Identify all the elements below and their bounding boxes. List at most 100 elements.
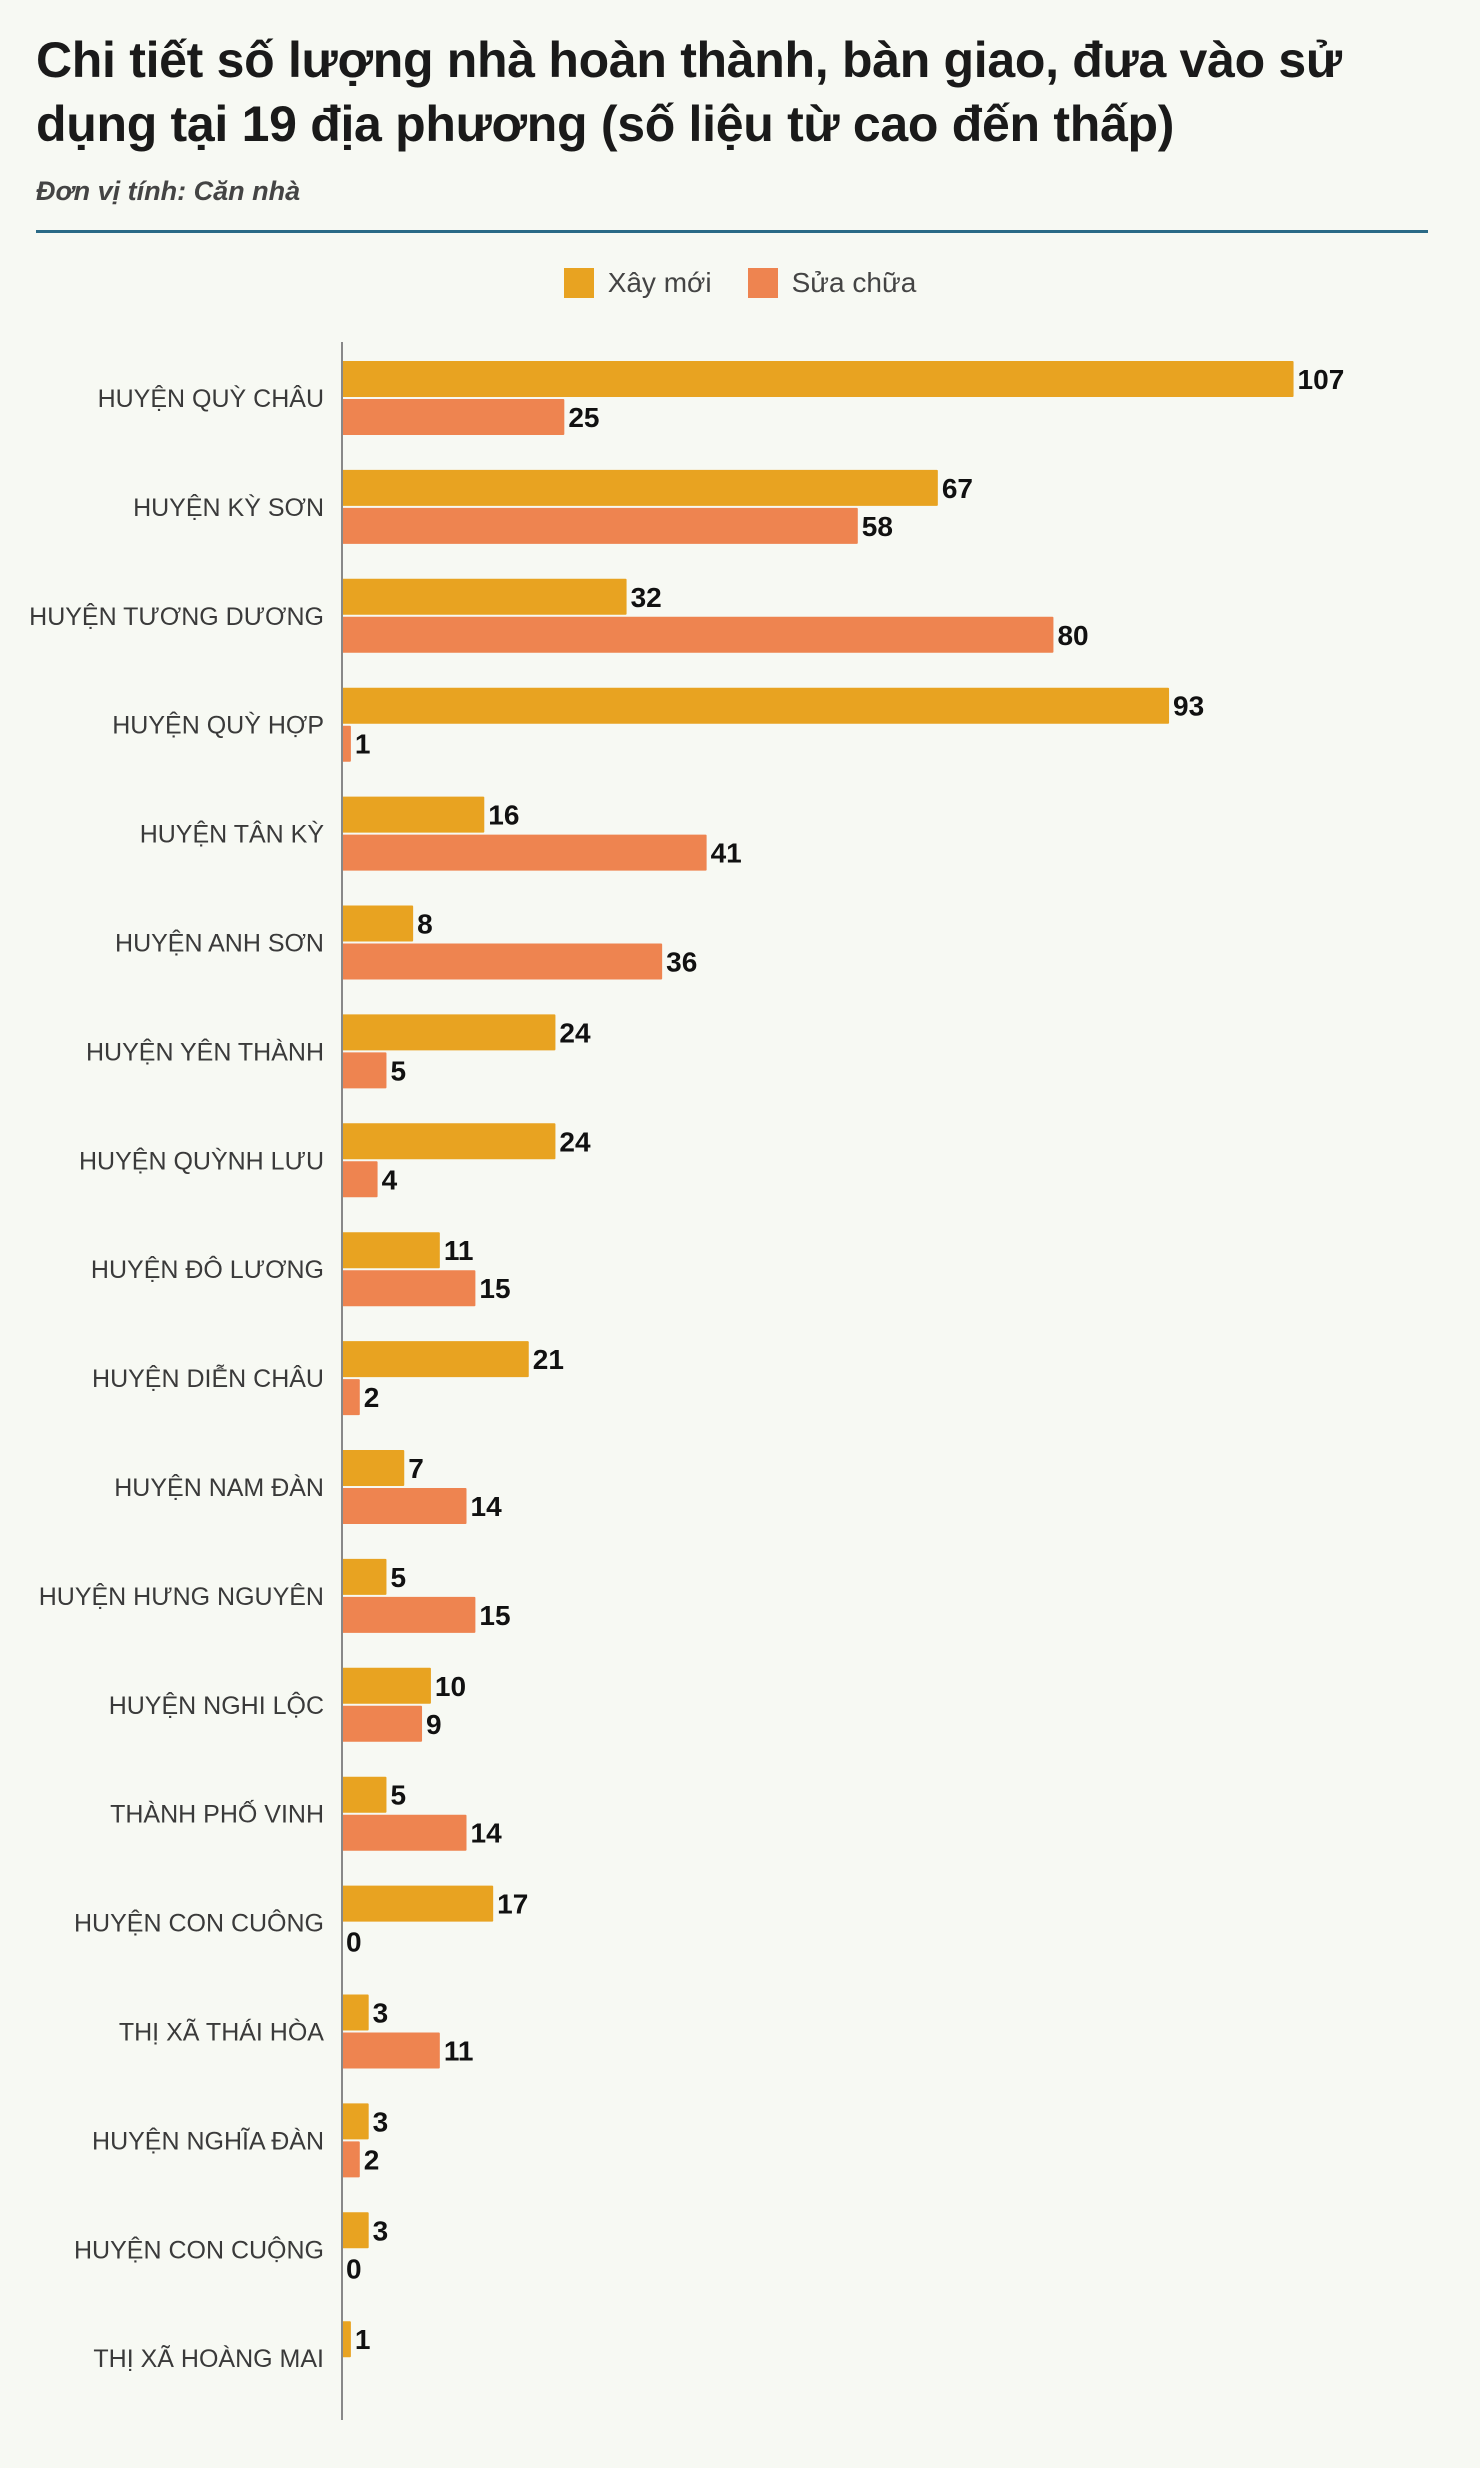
bar-repair (342, 725, 351, 762)
bar-repair (342, 507, 858, 544)
bar-new (342, 687, 1170, 724)
category-label: HUYỆN CON CUỘNG (74, 2235, 324, 2264)
value-label-repair: 4 (382, 1164, 398, 1195)
category-label: HUYỆN QUỲ CHÂU (98, 384, 324, 413)
value-label-new: 5 (390, 1780, 406, 1811)
category-label: HUYỆN QUỲ HỢP (112, 711, 324, 740)
value-label-new: 1 (355, 2324, 371, 2355)
category-label: HUYỆN DIỄN CHÂU (92, 1363, 324, 1393)
bar-repair (342, 1379, 360, 1416)
value-label-repair: 15 (479, 1273, 510, 1304)
bar-repair (342, 1270, 476, 1307)
value-label-new: 8 (417, 909, 433, 940)
bar-repair (342, 2032, 440, 2069)
value-label-repair: 0 (346, 1927, 362, 1958)
value-label-repair: 25 (568, 402, 599, 433)
value-label-repair: 41 (711, 838, 742, 869)
bar-new (342, 1123, 556, 1160)
value-label-repair: 36 (666, 947, 697, 978)
bar-new (342, 1232, 440, 1269)
bar-repair (342, 616, 1054, 653)
bar-new (342, 2103, 369, 2140)
value-label-repair: 9 (426, 1709, 442, 1740)
category-label: HUYỆN HƯNG NGUYÊN (39, 1582, 324, 1611)
bar-new (342, 1885, 494, 1922)
bar-repair (342, 943, 663, 980)
bar-new (342, 361, 1294, 397)
value-label-repair: 11 (444, 2036, 474, 2067)
bar-repair (342, 1161, 378, 1198)
category-label: HUYỆN NGHI LỘC (109, 1691, 324, 1720)
category-label: THỊ XÃ HOÀNG MAI (93, 2344, 324, 2373)
chart-title: Chi tiết số lượng nhà hoàn thành, bàn gi… (36, 32, 1342, 152)
bar-repair (342, 1814, 467, 1851)
value-label-repair: 58 (862, 511, 893, 542)
value-label-new: 11 (444, 1235, 474, 1266)
category-label: HUYỆN NGHĨA ĐÀN (92, 2126, 324, 2155)
bar-repair (342, 399, 565, 435)
bar-new (342, 469, 938, 506)
bar-new (342, 1776, 387, 1813)
chart-legend: Xây mới Sửa chữa (0, 267, 1480, 299)
bar-repair (342, 1488, 467, 1524)
header-divider (36, 230, 1428, 233)
value-label-new: 24 (559, 1017, 591, 1048)
bar-new (342, 2321, 351, 2358)
value-label-new: 10 (435, 1671, 466, 1702)
legend-swatch-repair (747, 268, 778, 298)
bar-new (342, 1994, 369, 2031)
bar-repair (342, 834, 707, 871)
category-label: HUYỆN TƯƠNG DƯƠNG (29, 602, 324, 631)
value-label-new: 3 (373, 2106, 389, 2137)
value-label-new: 5 (390, 1562, 406, 1593)
legend-swatch-new (563, 268, 594, 298)
category-label: HUYỆN TÂN KỲ (140, 820, 325, 849)
bar-new (342, 1341, 529, 1378)
value-label-new: 7 (408, 1453, 424, 1484)
value-label-repair: 14 (471, 1818, 503, 1849)
bar-new (342, 2212, 369, 2249)
bar-repair (342, 1052, 387, 1089)
legend-item-new: Xây mới (563, 267, 712, 299)
value-label-new: 24 (559, 1126, 591, 1157)
unit-note: Đơn vị tính: Căn nhà (36, 176, 301, 206)
bar-new (342, 578, 627, 615)
bar-repair (342, 1705, 423, 1742)
bar-new (342, 1558, 387, 1595)
bar-new (342, 1014, 556, 1051)
value-label-new: 21 (533, 1344, 564, 1375)
legend-item-repair: Sửa chữa (747, 267, 917, 299)
value-label-new: 3 (373, 2215, 389, 2246)
value-label-repair: 5 (390, 1055, 406, 1086)
legend-label-repair: Sửa chữa (791, 267, 917, 298)
value-label-new: 67 (942, 473, 973, 504)
value-label-new: 16 (488, 800, 519, 831)
value-label-repair: 1 (355, 729, 371, 760)
value-label-repair: 2 (364, 1382, 380, 1413)
value-label-new: 32 (631, 582, 662, 613)
category-label: HUYỆN QUỲNH LƯU (79, 1146, 324, 1175)
value-label-repair: 80 (1057, 620, 1088, 651)
bar-new (342, 905, 414, 942)
bar-new (342, 1667, 431, 1704)
category-label: HUYỆN ANH SƠN (115, 929, 324, 958)
value-label-repair: 14 (471, 1491, 503, 1522)
value-label-new: 17 (497, 1889, 528, 1920)
value-label-repair: 2 (364, 2144, 380, 2175)
category-label: HUYỆN NAM ĐÀN (114, 1473, 324, 1502)
value-label-new: 93 (1173, 691, 1204, 722)
bar-repair (342, 1596, 476, 1633)
value-label-new: 3 (373, 1998, 389, 2029)
category-label: THÀNH PHỐ VINH (110, 1799, 324, 1829)
category-label: HUYỆN KỲ SƠN (133, 493, 324, 522)
category-label: HUYỆN ĐÔ LƯƠNG (91, 1255, 324, 1284)
category-label: HUYỆN YÊN THÀNH (86, 1037, 324, 1066)
value-label-new: 107 (1298, 364, 1345, 395)
bar-repair (342, 2141, 360, 2178)
bar-new (342, 796, 485, 833)
legend-label-new: Xây mới (607, 267, 712, 298)
value-label-repair: 15 (479, 1600, 510, 1631)
value-label-repair: 0 (346, 2253, 362, 2284)
bar-new (342, 1450, 405, 1486)
